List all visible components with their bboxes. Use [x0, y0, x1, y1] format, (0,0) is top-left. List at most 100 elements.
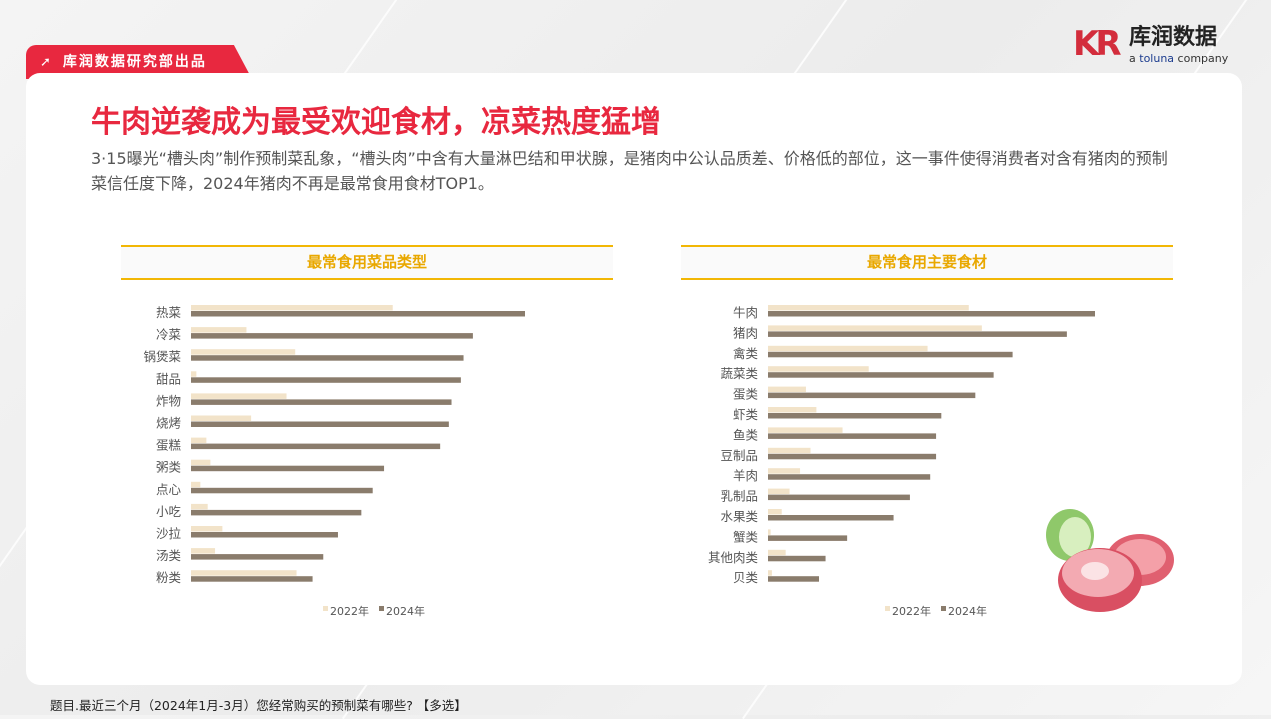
- legend-swatch: [885, 606, 890, 611]
- chart-panel-dishes: 最常食用菜品类型: [121, 245, 613, 280]
- bar-2022年-蛋糕: [191, 437, 207, 444]
- category-label: 粉类: [156, 570, 182, 585]
- bar-2024年-豆制品: [768, 453, 937, 460]
- category-label: 沙拉: [156, 526, 182, 541]
- bar-2022年-其他肉类: [768, 549, 786, 556]
- bar-2022年-禽类: [768, 345, 928, 352]
- category-label: 虾类: [733, 407, 759, 422]
- bar-2024年-虾类: [768, 413, 942, 419]
- bar-2022年-烧烤: [191, 415, 252, 421]
- bar-2022年-炸物: [191, 393, 287, 399]
- bar-2024年-汤类: [191, 554, 324, 560]
- bar-2022年-冷菜: [191, 327, 247, 333]
- category-label: 炸物: [156, 393, 181, 408]
- bar-2024年-热菜: [191, 311, 525, 317]
- bar-2024年-点心: [191, 487, 373, 494]
- bar-2024年-炸物: [191, 399, 452, 405]
- bar-2024年-牛肉: [768, 311, 1095, 317]
- bar-2022年-粉类: [191, 570, 297, 576]
- bar-2024年-贝类: [768, 576, 820, 582]
- category-label: 蔬菜类: [720, 366, 758, 381]
- bar-2022年-贝类: [768, 570, 772, 576]
- category-label: 冷菜: [156, 327, 182, 342]
- bar-2024年-沙拉: [191, 532, 338, 538]
- logo-mark: KR: [1073, 24, 1121, 64]
- bar-2022年-豆制品: [768, 447, 811, 454]
- bar-2024年-乳制品: [768, 494, 910, 501]
- bar-2022年-点心: [191, 481, 201, 488]
- arrow-icon: ➚: [40, 55, 53, 70]
- bar-2022年-鱼类: [768, 427, 843, 433]
- category-label: 禽类: [733, 346, 759, 361]
- bar-2024年-烧烤: [191, 421, 449, 427]
- category-label: 鱼类: [733, 427, 759, 442]
- legend-label: 2022年: [330, 604, 369, 618]
- bar-2022年-羊肉: [768, 468, 801, 474]
- category-label: 小吃: [156, 504, 182, 519]
- page-title: 牛肉逆袭成为最受欢迎食材，凉菜热度猛增: [91, 105, 661, 140]
- category-label: 点心: [156, 482, 182, 497]
- bar-2022年-蔬菜类: [768, 366, 869, 372]
- category-label: 甜品: [156, 371, 181, 386]
- category-label: 贝类: [733, 570, 759, 585]
- bar-2022年-小吃: [191, 503, 208, 510]
- bar-2024年-冷菜: [191, 333, 473, 339]
- bar-2022年-蟹类: [768, 529, 771, 535]
- bar-2024年-禽类: [768, 351, 1013, 358]
- bar-2022年-汤类: [191, 548, 216, 554]
- bar-2022年-粥类: [191, 459, 211, 466]
- legend-label: 2024年: [948, 604, 987, 618]
- category-label: 牛肉: [733, 305, 758, 320]
- publisher-label: 库润数据研究部出品: [62, 54, 207, 70]
- bar-2024年-猪肉: [768, 331, 1067, 337]
- category-label: 蛋类: [733, 387, 759, 402]
- bar-2024年-粉类: [191, 576, 313, 582]
- bar-2024年-蔬菜类: [768, 372, 994, 378]
- bar-2022年-水果类: [768, 509, 782, 515]
- bar-2022年-乳制品: [768, 488, 790, 495]
- category-label: 豆制品: [720, 448, 758, 463]
- chart-panel-ingredients: 最常食用主要食材: [681, 245, 1173, 280]
- legend-swatch: [323, 606, 328, 611]
- bar-2024年-鱼类: [768, 433, 937, 439]
- bar-2024年-水果类: [768, 515, 894, 521]
- category-label: 粥类: [156, 460, 182, 475]
- logo-tagline: a toluna company: [1129, 52, 1229, 65]
- category-label: 汤类: [156, 548, 182, 563]
- category-label: 猪肉: [733, 325, 758, 340]
- category-label: 羊肉: [733, 468, 758, 483]
- bar-2022年-虾类: [768, 407, 817, 413]
- logo-name: 库润数据: [1129, 25, 1218, 50]
- category-label: 蛋糕: [156, 438, 182, 453]
- bar-2022年-热菜: [191, 305, 393, 311]
- legend-swatch: [941, 606, 946, 611]
- category-label: 锅煲菜: [143, 349, 181, 364]
- category-label: 其他肉类: [708, 550, 759, 565]
- legend-label: 2024年: [386, 604, 425, 618]
- brand-logo: KR 库润数据 a toluna company: [1073, 24, 1245, 68]
- category-label: 蟹类: [733, 529, 759, 544]
- legend-label: 2022年: [892, 604, 931, 618]
- bar-2024年-小吃: [191, 509, 362, 516]
- bar-2024年-蟹类: [768, 535, 848, 541]
- category-label: 热菜: [156, 305, 182, 320]
- bar-2022年-牛肉: [768, 305, 969, 311]
- bar-2024年-蛋类: [768, 392, 976, 399]
- bar-2024年-蛋糕: [191, 443, 441, 450]
- category-label: 水果类: [720, 509, 758, 524]
- category-label: 乳制品: [720, 489, 758, 504]
- page-subtitle: 3·15曝光“槽头肉”制作预制菜乱象，“槽头肉”中含有大量淋巴结和甲状腺，是猪肉…: [91, 149, 1168, 193]
- bar-2022年-蛋类: [768, 386, 806, 393]
- bar-2024年-锅煲菜: [191, 355, 464, 361]
- legend-swatch: [379, 606, 384, 611]
- chart-title: 最常食用主要食材: [681, 245, 1173, 280]
- bar-2024年-羊肉: [768, 474, 931, 480]
- survey-question-note: 题目.最近三个月（2024年1月-3月）您经常购买的预制菜有哪些? 【多选】: [50, 698, 467, 713]
- bar-2024年-粥类: [191, 465, 385, 472]
- bar-2022年-甜品: [191, 371, 197, 377]
- meat-illustration-icon: [1046, 509, 1174, 612]
- bar-2024年-其他肉类: [768, 555, 826, 562]
